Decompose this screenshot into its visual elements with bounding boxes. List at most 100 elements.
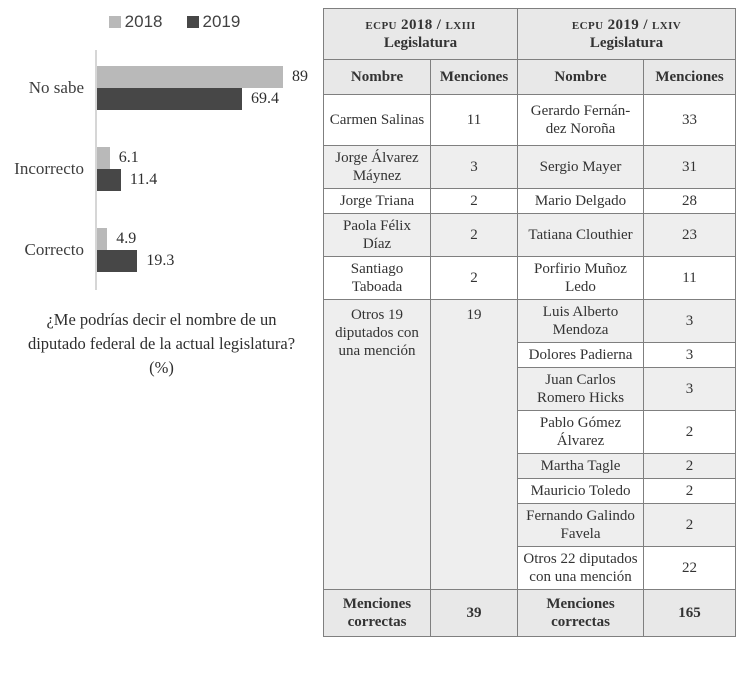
category-label: No sabe — [28, 78, 84, 97]
cell-name: Jorge Triana — [323, 188, 431, 214]
cell-name: Gerardo Fernán-dez Noroña — [517, 94, 645, 146]
mentions-table-panel: ecpu 2018 / lxiii Legislatura ecpu 2019 … — [322, 0, 737, 637]
cell-mentions: 33 — [643, 94, 737, 146]
cell-mentions: 2 — [643, 478, 737, 504]
table-row: Jorge Triana 2 Mario Delgado 28 — [323, 188, 737, 214]
group-header-row: ecpu 2018 / lxiii Legislatura ecpu 2019 … — [322, 8, 737, 60]
bar-2019-0 — [97, 88, 243, 110]
cell-name: Carmen Salinas — [323, 94, 431, 146]
cell-name: Martha Tagle — [517, 453, 645, 479]
group-header-2018-title: ecpu 2018 / lxiii — [365, 17, 476, 33]
bar-2019-1 — [97, 169, 121, 191]
chart-caption: ¿Me podrías decir el nombre de un diputa… — [27, 310, 296, 377]
cell-name: Dolores Padierna — [517, 342, 645, 368]
bar-2019-2 — [97, 250, 138, 272]
cell-mentions: 23 — [643, 213, 737, 257]
cell-mentions: 2 — [429, 213, 519, 257]
value-label: 19.3 — [146, 252, 175, 269]
table-footer-row: Menciones correctas 39 Menciones correct… — [323, 589, 737, 637]
footer-total-2019: 165 — [643, 589, 737, 637]
bar-group-0: No sabe 89 69.4 — [29, 66, 308, 110]
cell-name: Sergio Mayer — [517, 145, 645, 189]
footer-total-2018: 39 — [429, 589, 519, 637]
cell-mentions: 3 — [429, 145, 519, 189]
cell-mentions: 2 — [429, 256, 519, 300]
table-row: Santiago Taboada 2 Porfirio Muñoz Ledo 1… — [323, 256, 737, 300]
cell-mentions: 3 — [643, 342, 737, 368]
figure-page: 2018 2019 No sabe 89 69.4 Incorrecto 6.1 11.4… — [0, 0, 737, 637]
cell-mentions: 28 — [643, 188, 737, 214]
cell-mentions: 3 — [643, 299, 737, 343]
bar-2018-0 — [97, 66, 283, 88]
cell-mentions: 31 — [643, 145, 737, 189]
bar-row: 89 — [97, 66, 308, 88]
cell-name: Porfirio Muñoz Ledo — [517, 256, 645, 300]
cell-name: Pablo Gómez Álvarez — [517, 410, 645, 454]
group-header-2019-title: ecpu 2019 / lxiv — [571, 17, 682, 33]
cell-name: Tatiana Clouthier — [517, 213, 645, 257]
value-label: 89 — [292, 68, 308, 85]
footer-label-2019: Menciones correctas — [517, 589, 645, 637]
cell-mentions: 3 — [643, 367, 737, 411]
bar-group-2: Correcto 4.9 19.3 — [25, 228, 306, 272]
table-row: Paola Félix Díaz 2 Tatiana Clouthier 23 — [323, 213, 737, 257]
col-header-menciones-2018: Menciones — [429, 59, 519, 95]
cell-name: Luis Alberto Mendoza — [517, 299, 645, 343]
legend-label-2019: 2019 — [202, 12, 241, 31]
cell-name: Jorge Álvarez Máynez — [323, 145, 431, 189]
legend-swatch-2019 — [186, 16, 199, 28]
table-row: Otros 22 diputados con una mención 22 — [324, 546, 737, 590]
cell-name: Santiago Taboada — [323, 256, 431, 300]
bar-row: 4.9 — [97, 228, 306, 250]
cell-mentions: 2 — [643, 453, 737, 479]
table-row: Pablo Gómez Álvarez 2 — [324, 410, 737, 454]
bar-row: 6.1 — [97, 147, 306, 169]
bar-2018-1 — [97, 147, 110, 169]
group-header-2018: ecpu 2018 / lxiii Legislatura — [322, 8, 519, 60]
table-row: Fernando Galindo Favela 2 — [324, 503, 737, 547]
table-row: Mauricio Toledo 2 — [324, 478, 737, 504]
cell-mentions-otros-19: 19 — [429, 299, 519, 590]
cell-mentions: 2 — [429, 188, 519, 214]
cell-name: Mario Delgado — [517, 188, 645, 214]
value-label: 4.9 — [116, 230, 137, 247]
col-header-nombre-2019: Nombre — [517, 59, 645, 95]
value-label: 11.4 — [129, 171, 158, 188]
bar-chart: 2018 2019 No sabe 89 69.4 Incorrecto 6.1 11.4… — [0, 0, 323, 637]
bar-2018-2 — [97, 228, 108, 250]
cell-name: Mauricio Toledo — [517, 478, 645, 504]
legend-item-2019: 2019 — [186, 12, 241, 32]
value-label: 6.1 — [118, 149, 139, 166]
cell-name: Paola Félix Díaz — [323, 213, 431, 257]
table-row: Otros 19 diputados con una mención 19 Lu… — [323, 299, 737, 590]
legend-swatch-2018 — [108, 16, 121, 28]
group-header-2019-subtitle: Legislatura — [589, 35, 664, 51]
bar-row: 19.3 — [97, 250, 306, 272]
legend-label-2018: 2018 — [124, 12, 163, 31]
mentions-table: ecpu 2018 / lxiii Legislatura ecpu 2019 … — [322, 8, 737, 637]
category-label: Correcto — [24, 240, 84, 259]
category-label: Incorrecto — [14, 159, 84, 178]
col-header-nombre-2018: Nombre — [323, 59, 431, 95]
bar-row: 11.4 — [97, 169, 306, 191]
group-header-2018-subtitle: Legislatura — [383, 35, 458, 51]
table-row: Martha Tagle 2 — [324, 453, 737, 479]
cell-name: Fernando Galindo Favela — [517, 503, 645, 547]
table-row: Carmen Salinas 11 Gerardo Fernán-dez Nor… — [323, 94, 737, 146]
cell-mentions: 22 — [643, 546, 737, 590]
table-row: Dolores Padierna 3 — [324, 342, 737, 368]
col-header-menciones-2019: Menciones — [643, 59, 737, 95]
cell-name: Otros 22 diputados con una mención — [517, 546, 645, 590]
chart-legend: 2018 2019 — [26, 12, 323, 32]
footer-label-2018: Menciones correctas — [323, 589, 431, 637]
bar-group-1: Incorrecto 6.1 11.4 — [14, 147, 306, 191]
plot-area: No sabe 89 69.4 Incorrecto 6.1 11.4 Correcto 4.… — [14, 50, 308, 290]
cell-name: Juan Carlos Romero Hicks — [517, 367, 645, 411]
group-header-2019: ecpu 2019 / lxiv Legislatura — [517, 8, 737, 60]
table-row: Jorge Álvarez Máynez 3 Sergio Mayer 31 — [323, 145, 737, 189]
table-row: Juan Carlos Romero Hicks 3 — [324, 367, 737, 411]
column-header-row: Nombre Menciones Nombre Menciones — [323, 59, 737, 95]
cell-mentions: 2 — [643, 410, 737, 454]
cell-mentions: 11 — [643, 256, 737, 300]
bar-row: 69.4 — [97, 88, 306, 110]
